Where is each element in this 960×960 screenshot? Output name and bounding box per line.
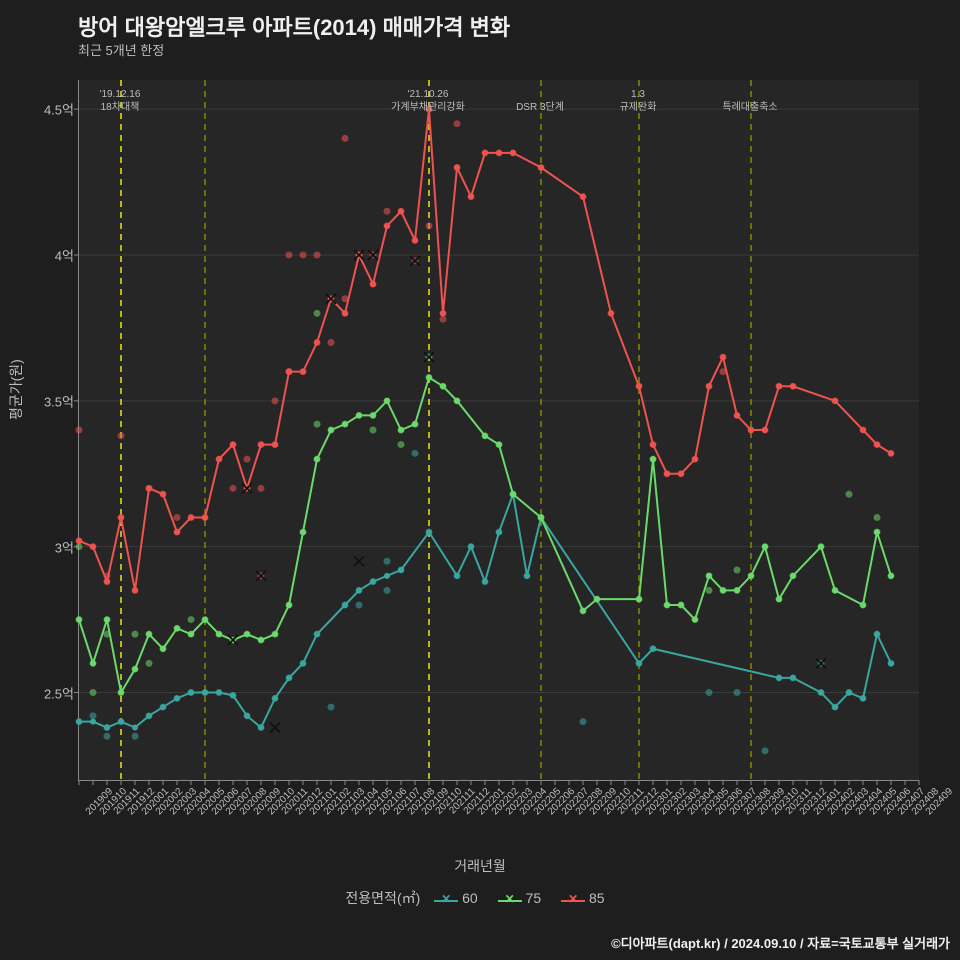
legend-label: 60	[462, 890, 478, 906]
event-line-label: '19.12.1618차대책	[100, 88, 141, 114]
x-axis-label: 거래년월	[0, 856, 960, 876]
y-tick-label: 4억	[55, 246, 74, 265]
event-line-label: '21.10.26가계부채관리강화	[391, 88, 465, 114]
event-line-label: 특례대출축소	[722, 88, 777, 114]
plot-area	[78, 80, 919, 781]
chart-title: 방어 대왕암엘크루 아파트(2014) 매매가격 변화	[78, 10, 510, 42]
legend-item-85: ✕ 85	[561, 890, 604, 907]
event-line-label: 1.3규제완화	[620, 88, 657, 114]
legend-title: 전용면적(㎡)	[345, 890, 420, 906]
y-axis-label: 평균가(원)	[6, 359, 26, 420]
legend-swatch-85: ✕	[561, 891, 585, 907]
legend-label: 85	[589, 890, 605, 906]
chart-container: 방어 대왕암엘크루 아파트(2014) 매매가격 변화 최근 5개년 한정 평균…	[0, 0, 960, 960]
chart-svg	[79, 80, 919, 780]
y-tick-label: 2.5억	[44, 683, 74, 702]
chart-subtitle: 최근 5개년 한정	[78, 40, 164, 59]
y-tick-label: 3.5억	[44, 391, 74, 410]
legend-swatch-75: ✕	[498, 891, 522, 907]
legend-item-60: ✕ 60	[434, 890, 477, 907]
event-line-label: DSR 3단계	[516, 88, 564, 114]
y-tick-label: 3억	[55, 537, 74, 556]
credit-text: ©디아파트(dapt.kr) / 2024.09.10 / 자료=국토교통부 실…	[611, 933, 950, 952]
y-tick-label: 4.5억	[44, 100, 74, 119]
legend: 전용면적(㎡) ✕ 60✕ 75✕ 85	[0, 888, 960, 908]
legend-item-75: ✕ 75	[498, 890, 541, 907]
legend-swatch-60: ✕	[434, 891, 458, 907]
legend-label: 75	[526, 890, 542, 906]
